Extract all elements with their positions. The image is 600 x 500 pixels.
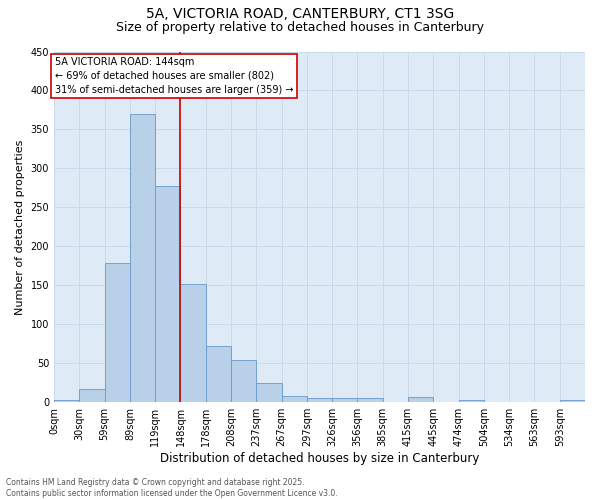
Bar xyxy=(458,400,484,402)
Text: 5A VICTORIA ROAD: 144sqm
← 69% of detached houses are smaller (802)
31% of semi-: 5A VICTORIA ROAD: 144sqm ← 69% of detach… xyxy=(55,57,293,95)
Bar xyxy=(408,397,433,402)
Bar xyxy=(54,400,79,402)
Bar xyxy=(181,284,206,402)
X-axis label: Distribution of detached houses by size in Canterbury: Distribution of detached houses by size … xyxy=(160,452,479,465)
Text: Size of property relative to detached houses in Canterbury: Size of property relative to detached ho… xyxy=(116,21,484,34)
Bar xyxy=(332,398,358,402)
Bar xyxy=(231,360,256,402)
Bar xyxy=(79,389,104,402)
Bar xyxy=(358,398,383,402)
Bar xyxy=(560,400,585,402)
Bar xyxy=(104,264,130,402)
Bar xyxy=(130,114,155,402)
Bar xyxy=(307,398,332,402)
Y-axis label: Number of detached properties: Number of detached properties xyxy=(15,139,25,314)
Bar xyxy=(256,382,281,402)
Text: Contains HM Land Registry data © Crown copyright and database right 2025.
Contai: Contains HM Land Registry data © Crown c… xyxy=(6,478,338,498)
Bar xyxy=(206,346,231,402)
Bar xyxy=(155,186,181,402)
Text: 5A, VICTORIA ROAD, CANTERBURY, CT1 3SG: 5A, VICTORIA ROAD, CANTERBURY, CT1 3SG xyxy=(146,8,454,22)
Bar xyxy=(281,396,307,402)
